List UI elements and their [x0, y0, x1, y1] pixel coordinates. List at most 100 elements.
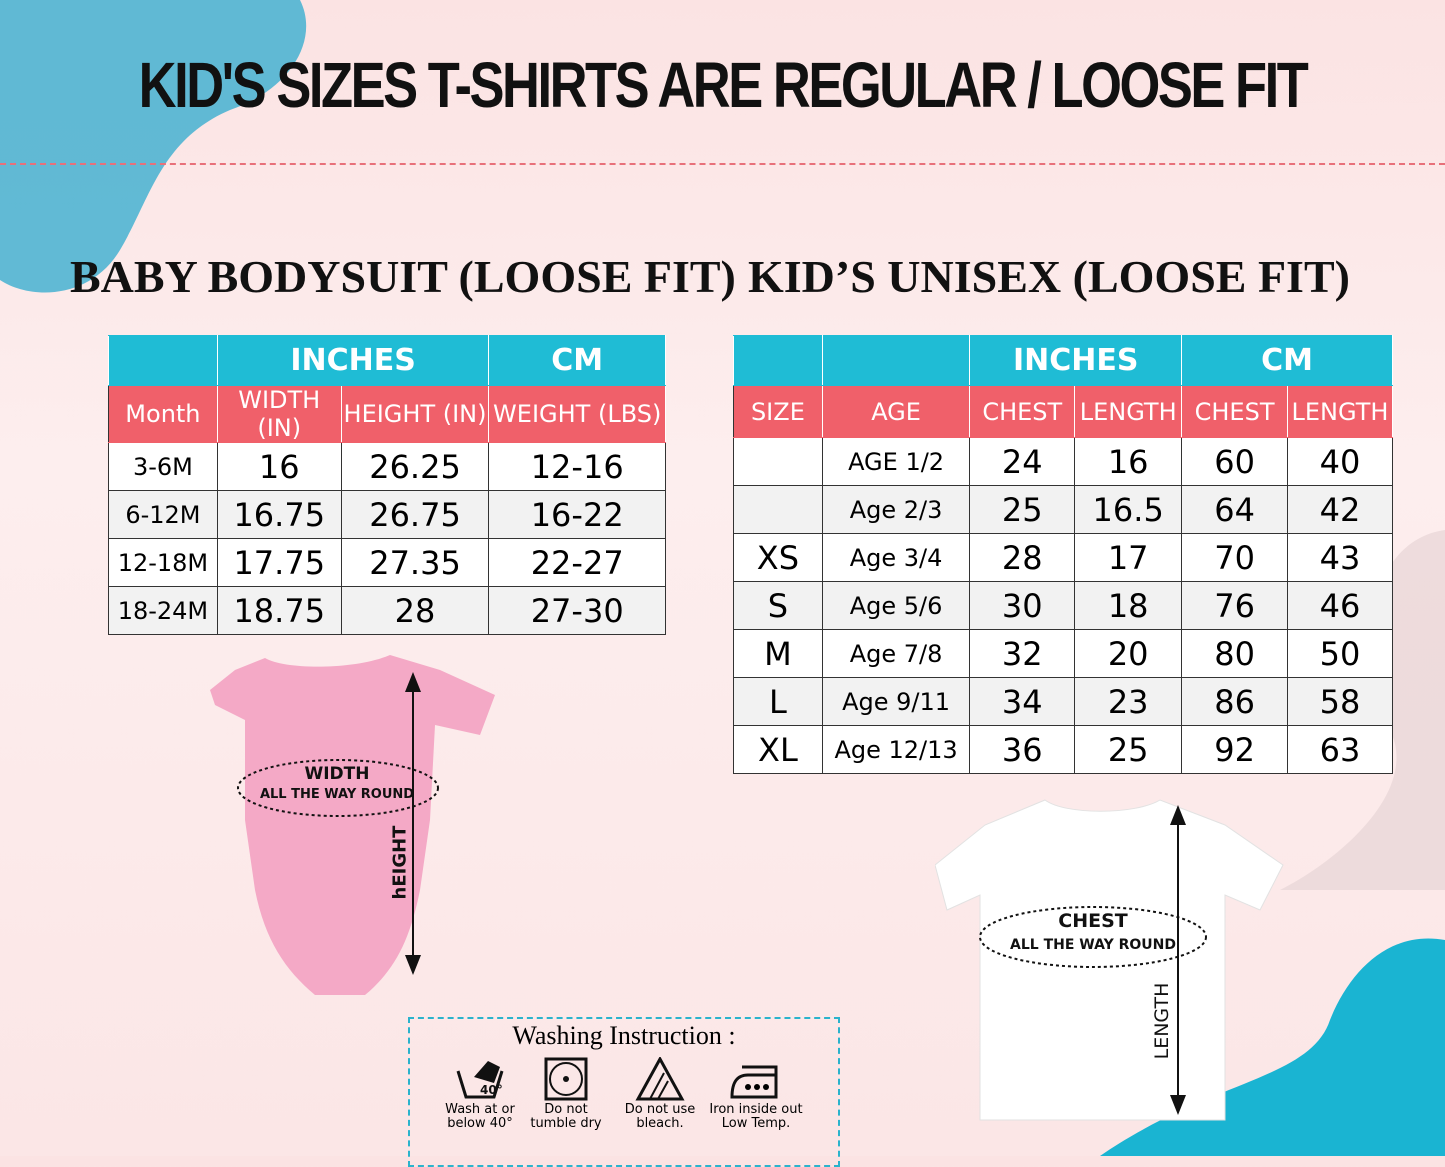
washing-title: Washing Instruction : [512, 1021, 736, 1050]
table-cell: 16-22 [488, 490, 666, 539]
wash-text: Do not use [624, 1102, 696, 1117]
dashed-divider [0, 163, 1445, 165]
table-cell: 63 [1286, 725, 1394, 774]
column-header: WIDTH (IN) [216, 385, 342, 443]
table-cell: 17.75 [216, 538, 342, 587]
table-row: XS Age 3/4 28 17 70 43 [733, 533, 1394, 582]
table-cell: 36 [969, 725, 1076, 774]
group-header: CM [488, 335, 666, 386]
hand-wash-40-icon: 40° [456, 1061, 504, 1099]
wash-text: Low Temp. [721, 1116, 791, 1131]
table-cell: 40 [1286, 437, 1394, 486]
table-cell: 28 [969, 533, 1076, 582]
table-cell: 70 [1181, 533, 1288, 582]
table-cell: 86 [1181, 677, 1288, 726]
column-header-row: Month WIDTH (IN) HEIGHT (IN) WEIGHT (LBS) [108, 385, 666, 443]
table-cell: 12-18M [108, 538, 218, 587]
table-cell: XS [733, 533, 823, 582]
table-row: 3-6M 16 26.25 12-16 [108, 442, 666, 491]
wash-text: below 40° [447, 1116, 513, 1131]
table-cell: 92 [1181, 725, 1288, 774]
table-cell: 16 [216, 442, 342, 491]
table-row: Age 2/3 25 16.5 64 42 [733, 485, 1394, 534]
wash-item: Do not tumble dry [516, 1057, 616, 1131]
wash-item: Iron inside out Low Temp. [706, 1057, 806, 1131]
table-cell: Age 5/6 [821, 581, 971, 630]
table-cell: 23 [1074, 677, 1183, 726]
table-cell [733, 437, 823, 486]
table-cell: Age 3/4 [821, 533, 971, 582]
group-header: INCHES [216, 335, 490, 386]
group-header [108, 335, 218, 386]
wash-text: Iron inside out [709, 1102, 803, 1117]
table-cell: 80 [1181, 629, 1288, 678]
length-label: LENGTH [1151, 982, 1173, 1060]
page-title: KID'S SIZES T-SHIRTS ARE REGULAR / LOOSE… [138, 49, 1309, 121]
wash-text: bleach. [636, 1116, 684, 1131]
column-header: LENGTH [1286, 385, 1394, 438]
table-cell: 17 [1074, 533, 1183, 582]
table-row: XL Age 12/13 36 25 92 63 [733, 725, 1394, 774]
table-cell: 16.75 [216, 490, 342, 539]
grey-blob-right [1280, 530, 1445, 890]
group-header [733, 335, 823, 386]
column-header: HEIGHT (IN) [340, 385, 490, 443]
baby-heading: BABY BODYSUIT (LOOSE FIT) [70, 251, 736, 302]
no-tumble-dry-icon [544, 1057, 588, 1101]
table-cell: Age 7/8 [821, 629, 971, 678]
table-row: AGE 1/2 24 16 60 40 [733, 437, 1394, 486]
table-cell: XL [733, 725, 823, 774]
table-cell [733, 485, 823, 534]
table-cell: 28 [340, 586, 490, 635]
table-cell: 26.75 [340, 490, 490, 539]
group-header-row: INCHES CM [733, 335, 1393, 386]
washing-instructions: Washing Instruction : 40° Wash at or belo… [408, 1017, 840, 1167]
column-header: CHEST [969, 385, 1076, 438]
baby-size-table: INCHES CM Month WIDTH (IN) HEIGHT (IN) WEIGHT… [108, 335, 666, 635]
table-cell: 60 [1181, 437, 1288, 486]
table-cell: 18 [1074, 581, 1183, 630]
bodysuit-illustration [210, 655, 495, 995]
table-cell: Age 2/3 [821, 485, 971, 534]
table-cell: 3-6M [108, 442, 218, 491]
table-cell: Age 9/11 [821, 677, 971, 726]
tshirt-illustration [935, 799, 1284, 1121]
blue-watercolor-blob-top-left [0, 0, 307, 293]
height-label: hEIGHT [389, 825, 411, 900]
table-cell: 16 [1074, 437, 1183, 486]
table-cell: 20 [1074, 629, 1183, 678]
table-cell: 18.75 [216, 586, 342, 635]
table-cell: AGE 1/2 [821, 437, 971, 486]
wash-item: 40° Wash at or below 40° [430, 1057, 530, 1131]
table-cell: 27.35 [340, 538, 490, 587]
wash-text: Wash at or [445, 1102, 515, 1117]
blue-watercolor-blob-bottom-right [1100, 938, 1445, 1156]
group-header-row: INCHES CM [108, 335, 666, 386]
svg-text:40°: 40° [480, 1083, 503, 1097]
wash-item: Do not use bleach. [610, 1057, 710, 1131]
table-cell: 34 [969, 677, 1076, 726]
kids-size-table: INCHES CM SIZE AGE CHEST LENGTH CHEST LENGTH AGE… [733, 335, 1394, 774]
table-row: S Age 5/6 30 18 76 46 [733, 581, 1394, 630]
column-header: LENGTH [1074, 385, 1183, 438]
table-cell: 24 [969, 437, 1076, 486]
table-row: L Age 9/11 34 23 86 58 [733, 677, 1394, 726]
group-header [821, 335, 971, 386]
table-row: M Age 7/8 32 20 80 50 [733, 629, 1394, 678]
column-header: SIZE [733, 385, 823, 438]
group-header: CM [1181, 335, 1393, 386]
table-cell: 18-24M [108, 586, 218, 635]
table-cell: 58 [1286, 677, 1394, 726]
group-header: INCHES [969, 335, 1183, 386]
kids-heading: KID’S UNISEX (LOOSE FIT) [748, 251, 1350, 302]
table-cell: 30 [969, 581, 1076, 630]
table-cell: 25 [969, 485, 1076, 534]
wash-text: Do not [544, 1102, 588, 1117]
column-header: CHEST [1181, 385, 1288, 438]
column-header: Month [108, 385, 218, 443]
table-row: 18-24M 18.75 28 27-30 [108, 586, 666, 635]
table-cell: M [733, 629, 823, 678]
iron-icon [730, 1065, 778, 1099]
table-cell: S [733, 581, 823, 630]
table-cell: 64 [1181, 485, 1288, 534]
